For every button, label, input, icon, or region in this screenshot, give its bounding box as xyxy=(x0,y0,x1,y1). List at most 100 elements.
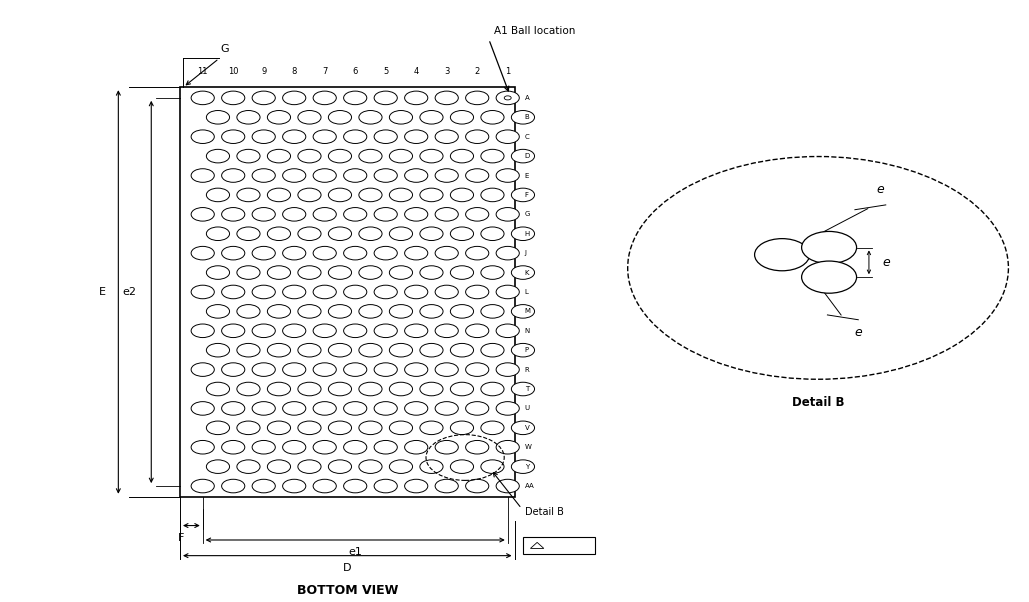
Text: 10: 10 xyxy=(228,67,239,76)
Text: 1: 1 xyxy=(505,67,510,76)
Circle shape xyxy=(404,285,428,299)
Circle shape xyxy=(191,91,214,105)
Circle shape xyxy=(451,188,473,202)
Circle shape xyxy=(328,265,352,279)
Circle shape xyxy=(237,460,260,473)
Circle shape xyxy=(252,402,276,415)
Text: Y: Y xyxy=(525,464,529,470)
Circle shape xyxy=(344,479,366,493)
Circle shape xyxy=(481,343,504,357)
Circle shape xyxy=(283,208,306,221)
Circle shape xyxy=(451,343,473,357)
Circle shape xyxy=(435,441,458,454)
Circle shape xyxy=(420,305,443,318)
Circle shape xyxy=(481,382,504,396)
Circle shape xyxy=(221,130,245,143)
Circle shape xyxy=(313,246,336,260)
Circle shape xyxy=(481,227,504,241)
Text: W: W xyxy=(525,444,532,450)
Circle shape xyxy=(252,91,276,105)
Circle shape xyxy=(297,188,321,202)
Text: 8: 8 xyxy=(291,67,297,76)
Circle shape xyxy=(328,382,352,396)
Circle shape xyxy=(344,363,366,376)
Text: F: F xyxy=(525,192,529,198)
Circle shape xyxy=(221,363,245,376)
Circle shape xyxy=(451,382,473,396)
Text: R: R xyxy=(525,367,530,373)
Circle shape xyxy=(420,149,443,163)
Circle shape xyxy=(481,265,504,279)
Circle shape xyxy=(496,208,520,221)
Circle shape xyxy=(191,363,214,376)
Circle shape xyxy=(481,305,504,318)
Circle shape xyxy=(297,382,321,396)
Text: 11: 11 xyxy=(198,67,208,76)
Text: 9: 9 xyxy=(261,67,267,76)
Circle shape xyxy=(207,460,229,473)
Circle shape xyxy=(328,305,352,318)
Circle shape xyxy=(389,149,413,163)
Circle shape xyxy=(297,227,321,241)
Circle shape xyxy=(283,402,306,415)
Circle shape xyxy=(237,265,260,279)
Bar xyxy=(180,87,514,497)
Circle shape xyxy=(207,382,229,396)
Circle shape xyxy=(375,324,397,338)
Text: E: E xyxy=(525,173,529,179)
Circle shape xyxy=(375,285,397,299)
Circle shape xyxy=(375,91,397,105)
Circle shape xyxy=(511,305,534,318)
Circle shape xyxy=(496,169,520,182)
Circle shape xyxy=(207,305,229,318)
Circle shape xyxy=(404,402,428,415)
Circle shape xyxy=(496,363,520,376)
Circle shape xyxy=(268,343,290,357)
Circle shape xyxy=(359,305,382,318)
Circle shape xyxy=(511,265,534,279)
Circle shape xyxy=(252,285,276,299)
Circle shape xyxy=(328,343,352,357)
Circle shape xyxy=(207,343,229,357)
Circle shape xyxy=(511,382,534,396)
Circle shape xyxy=(404,324,428,338)
Circle shape xyxy=(283,246,306,260)
Circle shape xyxy=(375,402,397,415)
Circle shape xyxy=(435,324,458,338)
Circle shape xyxy=(191,479,214,493)
Circle shape xyxy=(375,169,397,182)
Circle shape xyxy=(435,285,458,299)
Text: Detail B: Detail B xyxy=(791,396,845,409)
Circle shape xyxy=(420,188,443,202)
Text: V: V xyxy=(525,425,530,431)
Circle shape xyxy=(451,421,473,435)
Circle shape xyxy=(221,441,245,454)
Circle shape xyxy=(268,382,290,396)
Circle shape xyxy=(404,130,428,143)
Circle shape xyxy=(252,169,276,182)
Circle shape xyxy=(389,265,413,279)
Circle shape xyxy=(375,479,397,493)
Circle shape xyxy=(313,363,336,376)
Circle shape xyxy=(465,285,489,299)
Circle shape xyxy=(451,111,473,124)
Text: H: H xyxy=(525,231,530,237)
Circle shape xyxy=(496,441,520,454)
Circle shape xyxy=(389,382,413,396)
Text: D: D xyxy=(343,563,352,573)
Text: 5: 5 xyxy=(383,67,388,76)
Circle shape xyxy=(389,343,413,357)
Circle shape xyxy=(465,169,489,182)
Circle shape xyxy=(496,91,520,105)
Circle shape xyxy=(344,169,366,182)
Text: aaa: aaa xyxy=(560,541,576,550)
Circle shape xyxy=(451,265,473,279)
Circle shape xyxy=(359,421,382,435)
Circle shape xyxy=(328,421,352,435)
Circle shape xyxy=(268,111,290,124)
Circle shape xyxy=(404,91,428,105)
Text: J: J xyxy=(525,250,527,256)
Circle shape xyxy=(191,402,214,415)
Circle shape xyxy=(389,227,413,241)
Circle shape xyxy=(313,91,336,105)
